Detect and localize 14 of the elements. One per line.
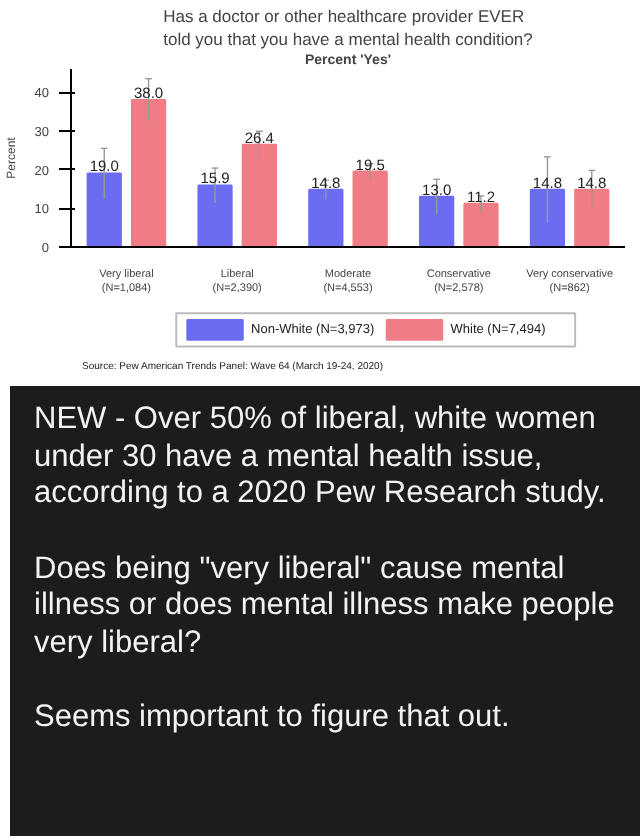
bar — [463, 202, 499, 247]
bar — [197, 184, 233, 247]
chart-title: Has a doctor or other healthcare provider EVER told you that you have a mental health condition? — [163, 6, 534, 49]
bar — [241, 143, 277, 247]
bar — [86, 172, 122, 247]
bar — [574, 188, 610, 247]
bar — [130, 98, 167, 247]
bar — [419, 195, 455, 247]
text: NEW - Over 50% of liberal, white women under 30 have a mental health issue, according to a 2020 Pew Research study. — [34, 402, 608, 513]
bar — [529, 188, 566, 247]
bar — [308, 188, 344, 247]
text: Seems important to figure that out. — [34, 700, 512, 737]
bar — [352, 170, 388, 247]
text: Does being "very liberal" cause mental illness or does mental illness make people very liberal? — [34, 551, 617, 662]
